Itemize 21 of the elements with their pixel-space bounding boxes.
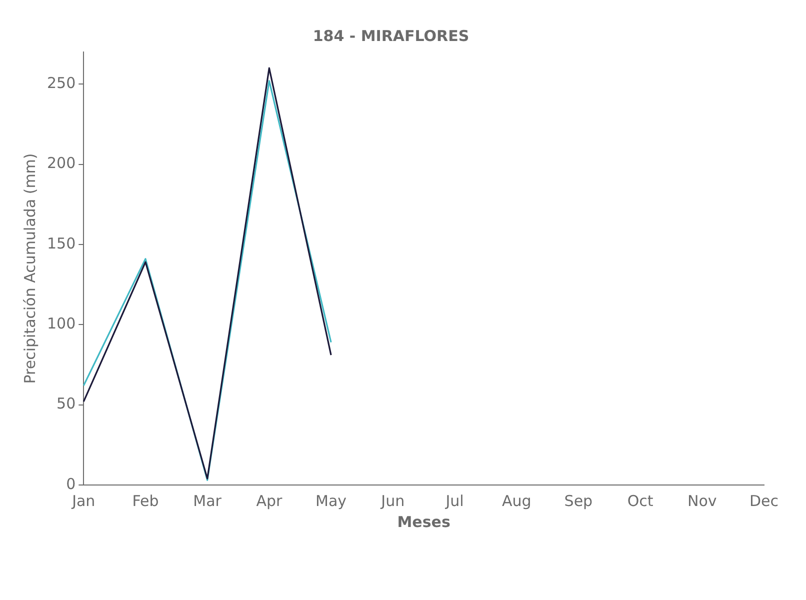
x-tick-label: Oct: [627, 492, 654, 510]
x-tick-label: Dec: [749, 492, 779, 510]
x-tick-label: Feb: [132, 492, 159, 510]
x-tick-label: May: [316, 492, 347, 510]
y-tick-label: 250: [46, 74, 76, 92]
x-tick-label: Sep: [564, 492, 593, 510]
y-tick-label: 100: [46, 314, 76, 333]
x-tick-label: Nov: [688, 492, 717, 510]
y-axis-title: Precipitación Acumulada (mm): [20, 153, 39, 384]
x-tick-label: Mar: [193, 492, 222, 510]
y-tick-label: 0: [66, 474, 76, 493]
x-tick-label: Aug: [502, 492, 532, 510]
chart-title: 184 - MIRAFLORES: [312, 26, 470, 45]
y-tick-label: 150: [46, 234, 76, 252]
x-tick-label: Apr: [256, 492, 283, 510]
x-axis-title: Meses: [397, 512, 450, 531]
x-tick-label: Jun: [380, 492, 405, 510]
y-tick-label: 200: [46, 154, 76, 172]
x-tick-label: Jan: [71, 492, 96, 510]
y-tick-label: 50: [56, 394, 76, 413]
x-tick-label: Jul: [444, 492, 464, 510]
